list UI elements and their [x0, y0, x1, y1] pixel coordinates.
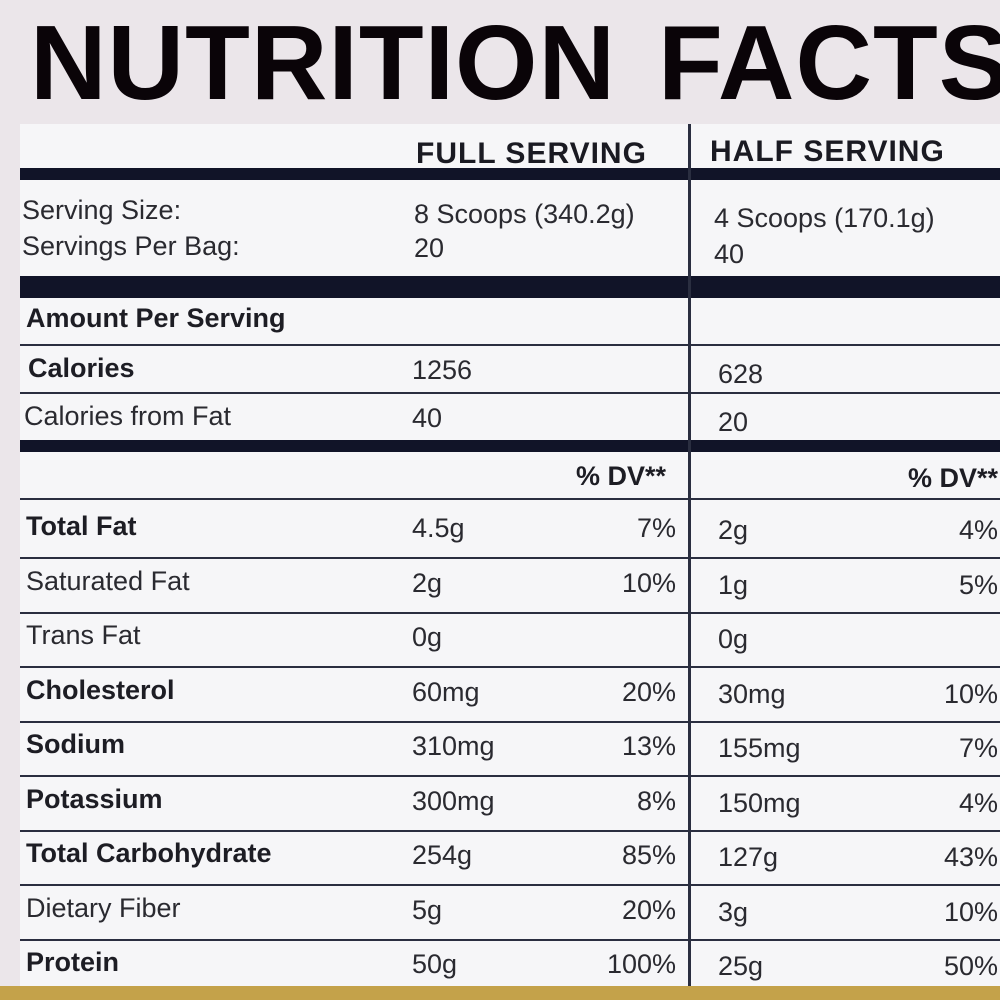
nutrient-full-amount: 50g [412, 949, 458, 979]
row-divider [20, 392, 1000, 394]
calories-half: 628 [718, 359, 764, 389]
row-divider [20, 556, 1000, 559]
thick-divider [20, 440, 1000, 452]
nutrient-label: Potassium [26, 784, 163, 814]
nutrient-full-amount: 310mg [412, 731, 495, 761]
nutrient-full-dv: 7% [636, 513, 676, 543]
nutrient-label: Sodium [26, 729, 125, 759]
nutrient-half-dv: 50% [943, 951, 998, 981]
nutrient-full-dv: 20% [621, 895, 676, 925]
nutrient-full-dv: 85% [621, 840, 676, 870]
nutrient-full-dv: 8% [636, 786, 676, 816]
nutrient-half-dv: 7% [958, 733, 998, 763]
nutrient-full-amount: 0g [412, 622, 443, 652]
half-dv-header: % DV** [907, 463, 998, 493]
half-serving-size: 4 Scoops (170.1g) [714, 203, 935, 233]
title-word-nutrition: NUTRITION [30, 4, 617, 122]
thick-divider [20, 168, 1000, 180]
full-serving-header: FULL SERVING [416, 137, 647, 170]
calories-label: Calories [28, 353, 135, 383]
nutrient-full-dv: 13% [621, 731, 676, 761]
nutrient-full-amount: 2g [412, 568, 443, 598]
row-divider [20, 883, 1000, 886]
nutrient-label: Total Fat [26, 511, 137, 541]
nutrient-half-amount: 2g [718, 515, 749, 545]
nutrient-label: Cholesterol [26, 675, 175, 705]
row-divider [20, 344, 1000, 346]
nutrient-label: Protein [26, 947, 120, 977]
page-title: NUTRITION FACTS [0, 8, 1000, 118]
nutrient-label: Trans Fat [26, 620, 141, 650]
nutrient-half-amount: 25g [718, 951, 764, 981]
full-serving-size: 8 Scoops (340.2g) [414, 199, 635, 229]
row-divider [20, 720, 1000, 723]
nutrient-label: Saturated Fat [26, 566, 190, 596]
row-divider [20, 938, 1000, 941]
full-dv-header: % DV** [575, 461, 666, 491]
nutrient-label: Dietary Fiber [26, 893, 181, 923]
nutrient-half-amount: 0g [718, 624, 749, 654]
nutrient-half-dv: 4% [958, 515, 998, 545]
thick-divider [20, 276, 1000, 298]
amount-per-serving-label: Amount Per Serving [26, 303, 286, 333]
nutrient-half-amount: 30mg [718, 679, 786, 709]
nutrient-full-amount: 5g [412, 895, 443, 925]
nutrient-full-amount: 60mg [412, 677, 480, 707]
calories-fat-half: 20 [718, 407, 749, 437]
half-serving-header: HALF SERVING [710, 135, 945, 168]
servings-per-bag-label: Servings Per Bag: [22, 231, 240, 261]
nutrient-full-amount: 4.5g [412, 513, 465, 543]
nutrient-half-dv: 4% [958, 788, 998, 818]
row-divider [20, 774, 1000, 777]
nutrient-half-amount: 127g [718, 842, 779, 872]
nutrient-half-amount: 3g [718, 897, 749, 927]
row-divider [20, 498, 1000, 500]
nutrient-half-amount: 150mg [718, 788, 801, 818]
nutrient-half-dv: 43% [943, 842, 998, 872]
nutrient-half-dv: 5% [958, 570, 998, 600]
nutrient-full-amount: 300mg [412, 786, 495, 816]
full-servings-per-bag: 20 [414, 233, 445, 263]
column-divider [688, 124, 691, 986]
nutrition-label: FULL SERVING HALF SERVING Serving Size: … [20, 124, 1000, 986]
nutrient-half-dv: 10% [943, 897, 998, 927]
serving-size-label: Serving Size: [22, 195, 182, 225]
nutrient-half-amount: 1g [718, 570, 749, 600]
calories-full: 1256 [412, 355, 473, 385]
nutrient-full-dv: 20% [621, 677, 676, 707]
calories-fat-full: 40 [412, 403, 443, 433]
package-edge [0, 986, 1000, 1000]
nutrient-half-amount: 155mg [718, 733, 801, 763]
nutrient-half-dv: 10% [943, 679, 998, 709]
nutrient-full-dv: 100% [606, 949, 676, 979]
title-word-facts: FACTS [658, 4, 1000, 122]
row-divider [20, 829, 1000, 832]
nutrient-full-amount: 254g [412, 840, 473, 870]
calories-fat-label: Calories from Fat [24, 401, 232, 431]
row-divider [20, 611, 1000, 614]
row-divider [20, 665, 1000, 668]
nutrient-full-dv: 10% [621, 568, 676, 598]
nutrient-label: Total Carbohydrate [26, 838, 272, 868]
half-servings-per-bag: 40 [714, 239, 745, 269]
